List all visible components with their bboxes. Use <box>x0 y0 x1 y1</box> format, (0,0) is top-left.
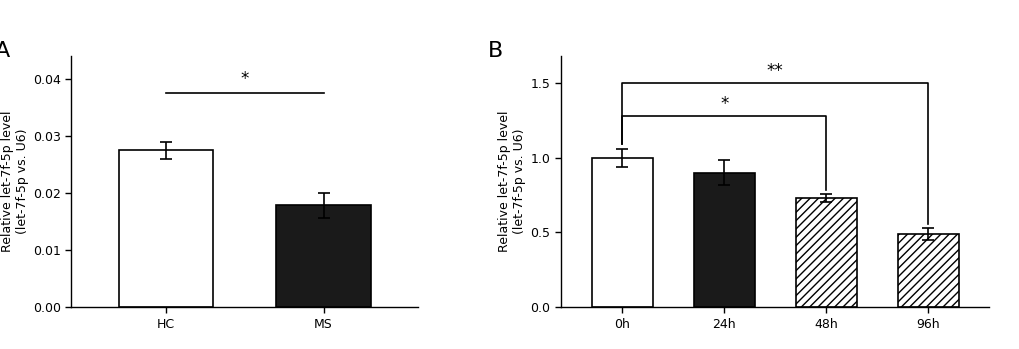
Bar <box>897 234 958 307</box>
Text: B: B <box>488 41 503 61</box>
Text: **: ** <box>766 62 783 80</box>
Bar <box>276 206 371 307</box>
Bar <box>795 198 856 307</box>
Y-axis label: Relative let-7f-5p level
(let-7f-5p vs. U6): Relative let-7f-5p level (let-7f-5p vs. … <box>1 111 29 252</box>
Bar <box>118 150 213 307</box>
Bar <box>591 157 652 307</box>
Y-axis label: Relative let-7f-5p level
(let-7f-5p vs. U6): Relative let-7f-5p level (let-7f-5p vs. … <box>498 111 526 252</box>
Text: *: * <box>240 70 249 88</box>
Text: *: * <box>719 95 728 113</box>
Bar <box>693 172 754 307</box>
Text: A: A <box>0 41 10 61</box>
